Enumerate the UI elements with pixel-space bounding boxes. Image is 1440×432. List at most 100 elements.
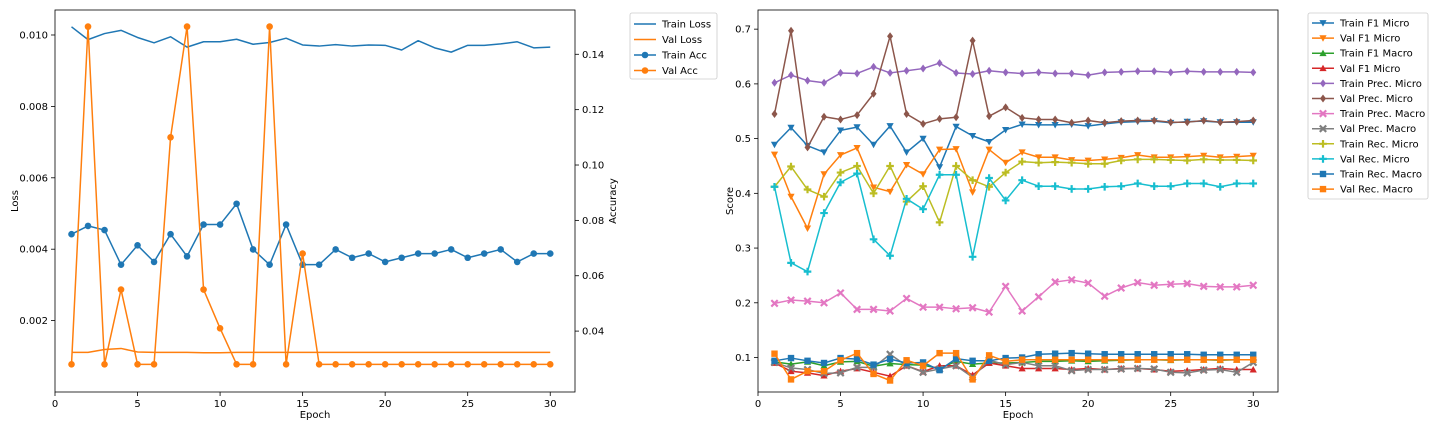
score-series-train-prec-macro-point bbox=[1001, 282, 1010, 291]
loss-accuracy-x-tick-label: 30 bbox=[544, 399, 557, 410]
score-series-val-rec-micro-point bbox=[1018, 176, 1026, 185]
score-legend-entry-train-prec-micro-label: Train Prec. Micro bbox=[1339, 79, 1422, 90]
score-series-val-prec-macro-point bbox=[1117, 365, 1126, 373]
score-series-train-prec-micro bbox=[771, 59, 1257, 87]
score-series-train-rec-micro-point bbox=[1084, 159, 1092, 168]
loss-accuracy-legend-entry-val-loss-label: Val Loss bbox=[662, 35, 702, 46]
loss-accuracy-series-train-acc-point bbox=[233, 200, 240, 208]
score-series-train-rec-micro-point bbox=[869, 189, 878, 198]
loss-accuracy-x-ticks: 0 5 10 15 20 25 30 bbox=[52, 392, 557, 410]
score-series-train-prec-micro-point bbox=[1167, 68, 1174, 77]
score-series-train-rec-micro-point bbox=[1199, 155, 1208, 164]
score-series-val-prec-micro-point bbox=[903, 109, 910, 118]
score-series-train-rec-macro-point bbox=[771, 357, 778, 365]
score-series-val-rec-macro-point bbox=[820, 368, 828, 375]
score-y-tick-label: 0.1 bbox=[735, 353, 751, 364]
score-series-train-f1-micro-point bbox=[1035, 122, 1043, 129]
score-series-val-rec-micro-point bbox=[1133, 179, 1142, 188]
loss-accuracy-series-train-acc bbox=[68, 200, 554, 268]
score-series-val-f1-micro-point bbox=[1018, 364, 1026, 372]
score-series-train-prec-macro-point bbox=[919, 303, 928, 312]
score-series-val-prec-micro-point bbox=[1217, 118, 1224, 127]
score-legend-entry-val-rec-macro: Val Rec. Macro bbox=[1312, 185, 1413, 196]
score-series-train-prec-micro-point bbox=[1068, 69, 1075, 78]
score-plot-frame bbox=[757, 9, 1279, 393]
loss-accuracy-series-val-acc-point bbox=[414, 361, 422, 368]
score-series-val-rec-micro-point bbox=[1067, 185, 1076, 193]
score-series-train-prec-macro-point bbox=[968, 303, 977, 312]
score-series-train-f1-micro-point bbox=[919, 135, 927, 143]
loss-accuracy-series-val-acc-point bbox=[332, 361, 339, 368]
score-series-val-rec-micro-point bbox=[968, 253, 977, 261]
score-series-train-f1-micro-point bbox=[770, 141, 779, 149]
score-series-train-prec-macro-point bbox=[1018, 307, 1027, 315]
score-series-val-rec-micro-point bbox=[770, 182, 779, 191]
score-series-train-rec-macro-point bbox=[853, 355, 861, 363]
score-series-val-f1-micro-point bbox=[1035, 364, 1043, 372]
loss-accuracy-series-train-acc-point bbox=[249, 246, 257, 253]
score-series-train-prec-micro-point bbox=[821, 78, 828, 87]
score-series-train-rec-micro-point bbox=[836, 168, 845, 177]
score-legend-entry-train-f1-micro-label: Train F1 Micro bbox=[1339, 19, 1409, 30]
score-series-train-prec-macro-point bbox=[1216, 282, 1225, 291]
score-series-train-f1-micro-point bbox=[1002, 126, 1010, 134]
score-y-tick-label: 0.7 bbox=[735, 25, 751, 36]
score-series-train-rec-micro-point bbox=[1117, 156, 1125, 165]
loss-accuracy-series-val-acc-point bbox=[530, 361, 538, 368]
loss-accuracy-series-train-acc-point bbox=[68, 230, 75, 238]
loss-accuracy-legend-box bbox=[629, 12, 718, 80]
score-series-train-prec-macro-point bbox=[935, 303, 944, 312]
score-series-val-rec-micro-point bbox=[1117, 182, 1125, 191]
loss-accuracy-series-train-acc-point bbox=[167, 230, 174, 238]
score-series-train-rec-macro-point bbox=[1150, 351, 1158, 358]
score-legend-entry-train-prec-micro-marker bbox=[1320, 79, 1326, 88]
score-series-val-f1-micro-point bbox=[1134, 152, 1142, 159]
score-series-train-f1-micro-point bbox=[886, 123, 894, 130]
loss-accuracy-y2-ticks: 0.04 0.06 0.08 0.10 0.12 0.14 bbox=[575, 50, 604, 338]
score-series-val-prec-micro-point bbox=[1068, 118, 1075, 127]
score-legend-entry-train-rec-macro-marker bbox=[1319, 170, 1327, 178]
score-series-val-prec-macro-point bbox=[919, 368, 928, 377]
score-legend-entry-val-f1-micro-marker bbox=[1319, 64, 1327, 72]
score-series-val-prec-micro-point bbox=[1085, 116, 1092, 125]
score-series-train-prec-micro-point bbox=[1250, 68, 1257, 77]
score-series-train-prec-micro-point bbox=[1019, 69, 1026, 78]
loss-accuracy-series-val-acc-point bbox=[497, 361, 505, 368]
loss-accuracy-x-tick-label: 20 bbox=[379, 399, 392, 410]
score-series-train-prec-macro-point bbox=[1199, 282, 1208, 291]
score-series-val-rec-macro-point bbox=[787, 376, 795, 383]
loss-accuracy-y2-tick-label: 0.06 bbox=[582, 271, 604, 282]
score-chart: 0 5 10 15 20 25 30 0.1 0.2 0.3 0.4 0.5 0.6 0.7 Epoch… bbox=[725, 9, 1429, 421]
score-series-val-rec-micro-point bbox=[1084, 185, 1092, 193]
score-series-val-f1-micro-point bbox=[1002, 159, 1010, 167]
score-series-val-prec-macro-point bbox=[1166, 368, 1175, 377]
loss-accuracy-series-val-acc-point bbox=[117, 286, 125, 293]
score-legend-entry-train-f1-micro-marker bbox=[1319, 20, 1327, 27]
score-series-train-prec-macro-point bbox=[952, 304, 961, 313]
score-legend-entry-train-prec-macro-marker bbox=[1319, 109, 1327, 118]
score-series-val-prec-micro-point bbox=[788, 26, 795, 35]
score-series-train-rec-macro-point bbox=[886, 355, 894, 363]
score-series-val-prec-micro-point bbox=[920, 119, 927, 128]
score-series-val-rec-macro-point bbox=[853, 349, 861, 357]
score-series-train-rec-micro-point bbox=[919, 182, 927, 191]
score-series-train-prec-macro-point bbox=[1232, 282, 1241, 291]
score-series-train-rec-micro-point bbox=[886, 162, 894, 170]
score-series-train-prec-micro-point bbox=[1101, 68, 1108, 77]
score-series-val-rec-macro-point bbox=[952, 349, 960, 357]
score-series-train-rec-macro-point bbox=[1184, 351, 1191, 358]
score-x-axis-label: Epoch bbox=[1003, 410, 1034, 421]
score-series-val-rec-macro-point bbox=[1150, 356, 1158, 363]
score-series-val-f1-micro-point bbox=[1018, 149, 1026, 156]
loss-accuracy-series-val-acc-point bbox=[134, 361, 141, 368]
score-series-val-rec-macro-point bbox=[870, 370, 877, 378]
score-series-train-prec-macro-point bbox=[869, 305, 878, 314]
score-series-val-prec-macro-point bbox=[1150, 365, 1159, 373]
loss-accuracy-legend-entry-train-acc: Train Acc bbox=[634, 51, 707, 62]
score-series-val-rec-macro-point bbox=[1167, 356, 1174, 363]
loss-accuracy-y-tick-label: 0.008 bbox=[19, 102, 48, 113]
score-series-val-rec-macro-point bbox=[1101, 356, 1108, 363]
score-series-train-rec-micro-point bbox=[935, 218, 944, 227]
score-series-val-prec-micro bbox=[771, 26, 1257, 152]
score-series-train-rec-macro-point bbox=[1002, 354, 1009, 362]
